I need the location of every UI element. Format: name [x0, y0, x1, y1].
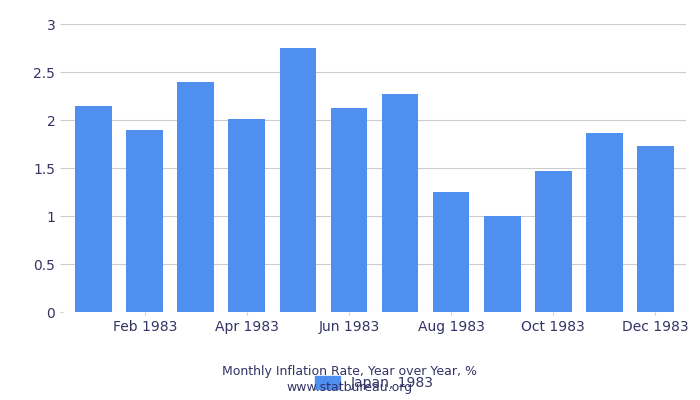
Bar — [484, 216, 521, 312]
Text: www.statbureau.org: www.statbureau.org — [287, 382, 413, 394]
Legend: Japan, 1983: Japan, 1983 — [309, 371, 440, 396]
Bar — [279, 48, 316, 312]
Bar — [177, 82, 214, 312]
Text: Monthly Inflation Rate, Year over Year, %: Monthly Inflation Rate, Year over Year, … — [223, 366, 477, 378]
Bar — [382, 94, 419, 312]
Bar — [535, 171, 572, 312]
Bar — [637, 146, 673, 312]
Bar — [228, 119, 265, 312]
Bar — [126, 130, 163, 312]
Bar — [586, 134, 623, 312]
Bar — [76, 106, 112, 312]
Bar — [330, 108, 368, 312]
Bar — [433, 192, 470, 312]
